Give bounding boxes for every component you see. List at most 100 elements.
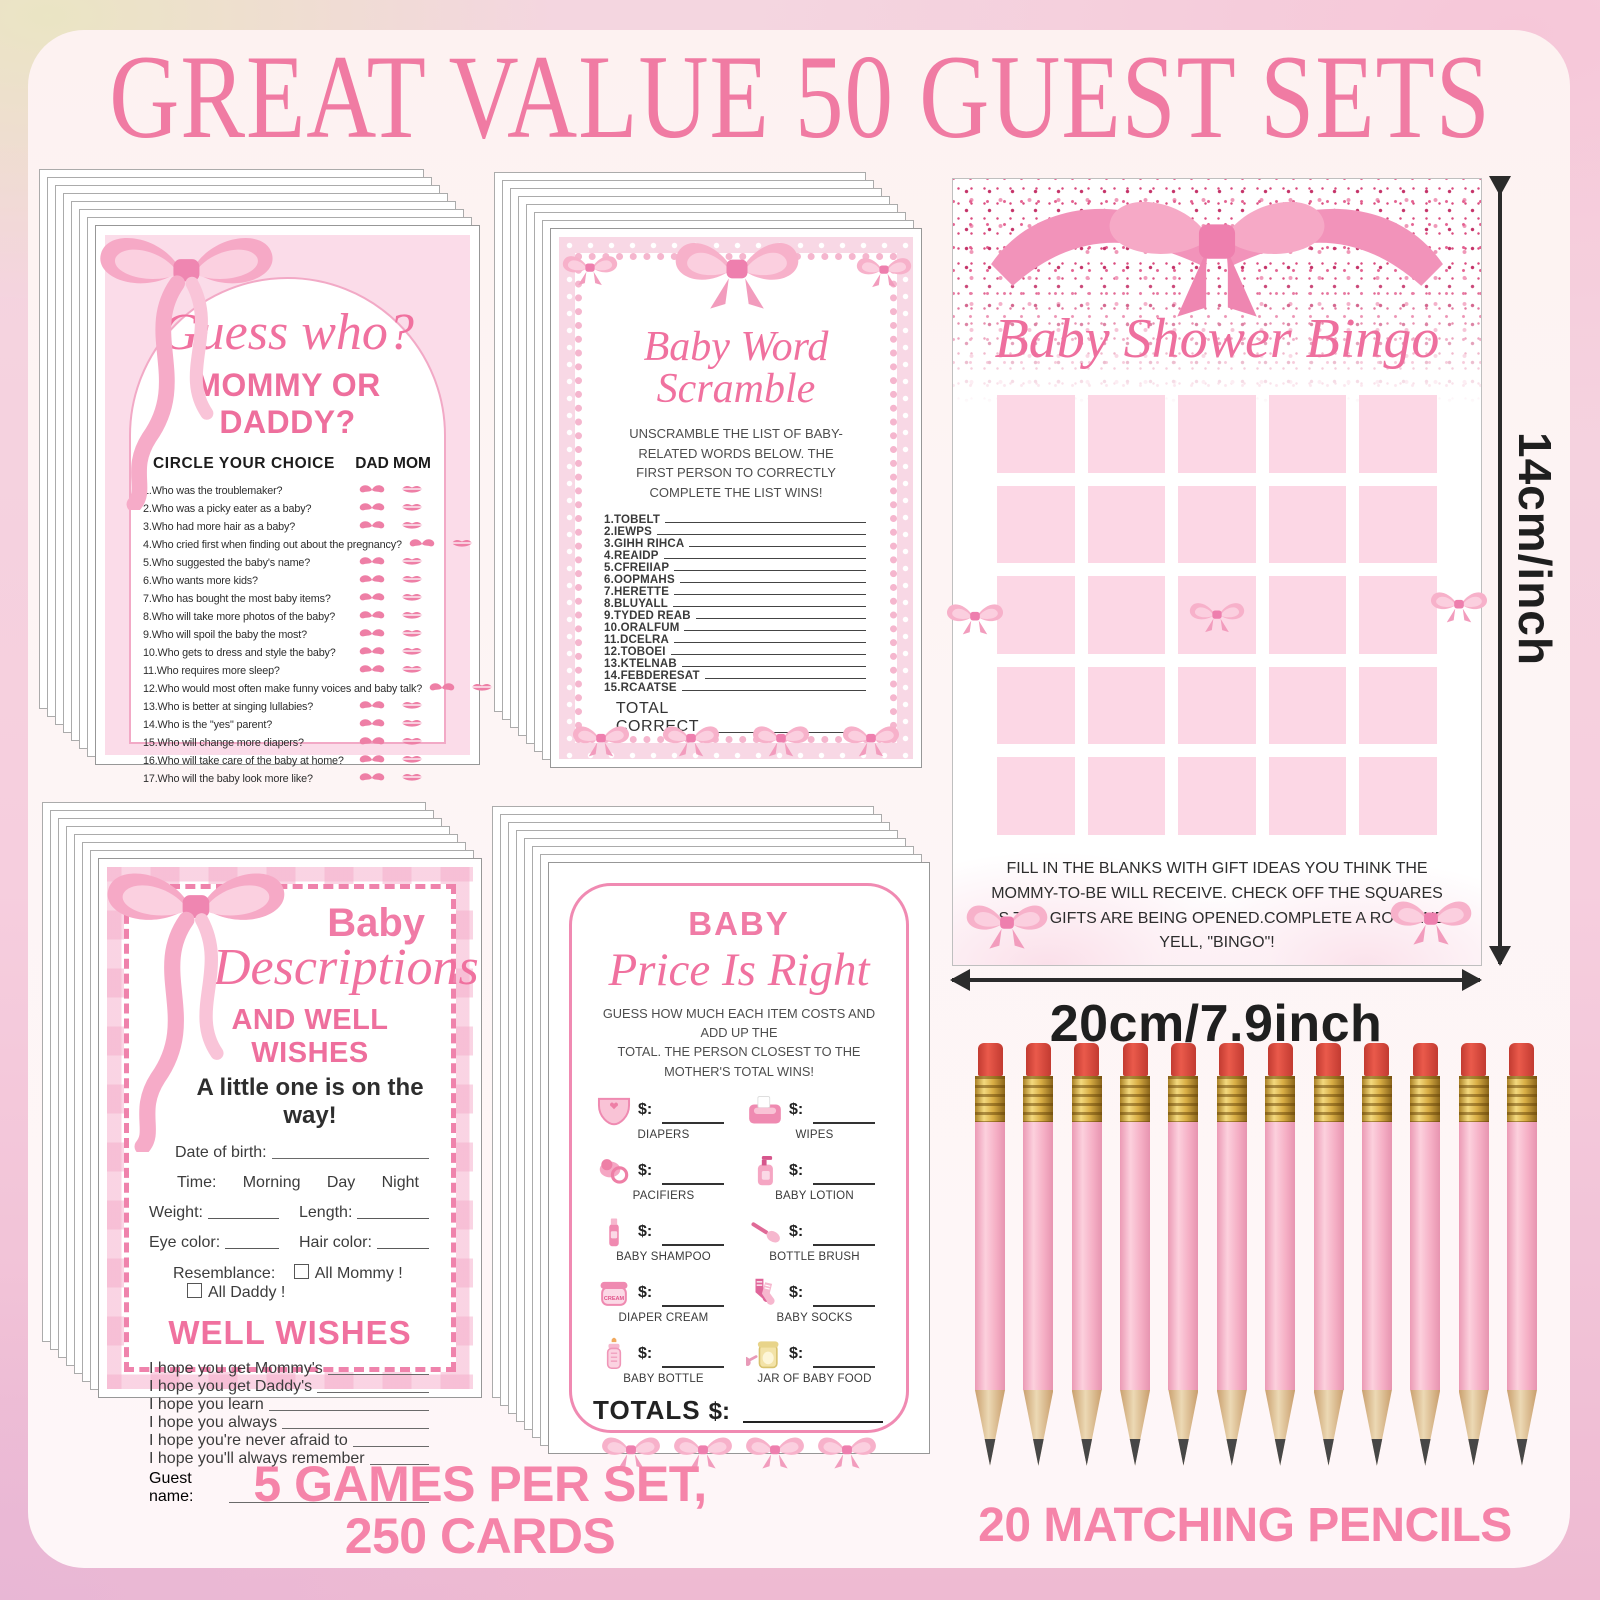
pencil-tip [975,1390,1005,1466]
pencil-row [975,1043,1537,1466]
answer-line [742,1420,883,1423]
lips-icon [401,557,423,565]
bingo-cell [1178,666,1256,745]
mom-choice [392,554,432,572]
width-dimension-arrow [952,978,1480,982]
answer-line [674,641,866,643]
lips-icon [401,611,423,619]
totals-label: TOTALS [593,1394,701,1425]
bingo-cell [1359,757,1438,836]
shampoo-icon [609,1218,619,1246]
pencil-tip [1506,1390,1537,1466]
pencil-eraser [1461,1043,1487,1076]
hair-color-label: Hair color: [299,1234,372,1251]
mom-choice [392,482,432,500]
price-item-row: $: [746,1154,883,1188]
mustache-icon [359,755,385,763]
mustache-icon [359,557,385,565]
price-item-row: $: [746,1276,883,1310]
answer-line [681,689,866,691]
answer-line [673,605,866,607]
bow-icon [1430,592,1488,623]
price-item: $: BABY SOCKS [746,1276,883,1324]
answer-line [369,1463,429,1465]
pencil-body [1265,1122,1296,1390]
mustache-icon [359,773,385,781]
answer-line [704,731,855,733]
games-per-set-label: 5 GAMES PER SET, 250 CARDS [253,1456,707,1564]
pencil [1216,1043,1247,1466]
price-item-label: BABY SHAMPOO [616,1250,711,1263]
pencil [975,1043,1005,1466]
descriptions-card: Baby Descriptions AND WELL WISHES A litt… [98,858,482,1505]
dad-choice [352,500,392,518]
guess-who-question-row: 5.Who suggested the baby's name? [143,554,432,572]
pencil-tip [1410,1390,1441,1466]
dad-choice [422,680,462,698]
answer-line [229,1501,429,1503]
pencil-ferrule [1361,1076,1392,1122]
answer-line [352,1445,429,1447]
bingo-cell [1268,395,1347,473]
pencil [1458,1043,1489,1466]
dad-choice [352,572,392,590]
answer-line [674,593,866,595]
guess-who-question-row: 11.Who requires more sleep? [143,662,432,680]
answer-line [670,653,866,655]
guess-who-question-row: 10.Who gets to dress and style the baby? [143,644,432,662]
bow-icon [569,719,633,763]
hair-color-field: Hair color: [299,1234,431,1252]
pencil [1313,1043,1344,1466]
bingo-card: Baby Shower Bingo FILL IN THE BLANKS WIT… [946,178,1488,966]
mustache-icon [359,737,385,745]
mom-choice [442,536,482,554]
answer-line [681,665,866,667]
pencil-body [1071,1122,1102,1390]
lips-icon [401,665,423,673]
pencil-ferrule [1313,1076,1344,1122]
pencil-eraser [1267,1043,1293,1076]
mustache-icon [359,611,385,619]
bingo-cell [1178,576,1256,654]
lotion-icon [757,1155,773,1185]
pencil-body [1506,1122,1537,1390]
pencil-ferrule [1168,1076,1199,1122]
guess-who-question-row: 8.Who will take more photos of the baby? [143,608,432,626]
pencil-tip [1023,1390,1054,1466]
bow-icon [946,604,1004,635]
answer-line [689,545,866,547]
pencil-body [1023,1122,1054,1390]
guess-who-question-row: 13.Who is better at singing lullabies? [143,698,432,716]
lips-icon [401,647,423,655]
price-line [813,1304,876,1307]
cream-jar-icon: CREAM [600,1281,628,1306]
price-line [813,1365,876,1368]
well-wish-row: I hope you'll always remember [149,1450,431,1468]
pencil-tip [1458,1390,1489,1466]
circle-your-choice-label: CIRCLE YOUR CHOICE [153,455,335,472]
mustache-icon [359,593,385,601]
bow-icon [674,1437,732,1469]
scramble-word-list: 1.TOBELT 2.IEWPS 3.GIHH RIHCA 4.REAIDP 5.CFR… [604,514,868,694]
well-wish-row: I hope you get Mommy's [149,1360,431,1378]
resemblance-row: Resemblance: All Mommy ! All Daddy ! [149,1264,431,1302]
price-item-row: $: [595,1154,732,1188]
word-scramble-instructions: UNSCRAMBLE THE LIST OF BABY-RELATED WORD… [629,426,843,500]
bottle-brush-icon [751,1222,780,1243]
answer-line [207,1217,279,1219]
descriptions-subtitle: AND WELL WISHES [231,1004,389,1069]
pencil-eraser [1122,1043,1148,1076]
dad-choice [352,734,392,752]
dad-choice [352,716,392,734]
length-label: Length: [299,1204,353,1221]
all-mommy-checkbox [293,1264,309,1279]
mustache-icon [359,665,385,673]
scramble-word-row: 9.TYDED REAB [604,610,868,622]
lips-icon [401,719,423,727]
question-text: 2.Who was a picky eater as a baby? [143,503,312,515]
lips-icon [401,521,423,529]
bingo-cell [1268,666,1347,745]
price-item-row: $: [746,1093,883,1127]
eye-color-field: Eye color: [149,1234,281,1252]
bow-icon [749,719,813,763]
